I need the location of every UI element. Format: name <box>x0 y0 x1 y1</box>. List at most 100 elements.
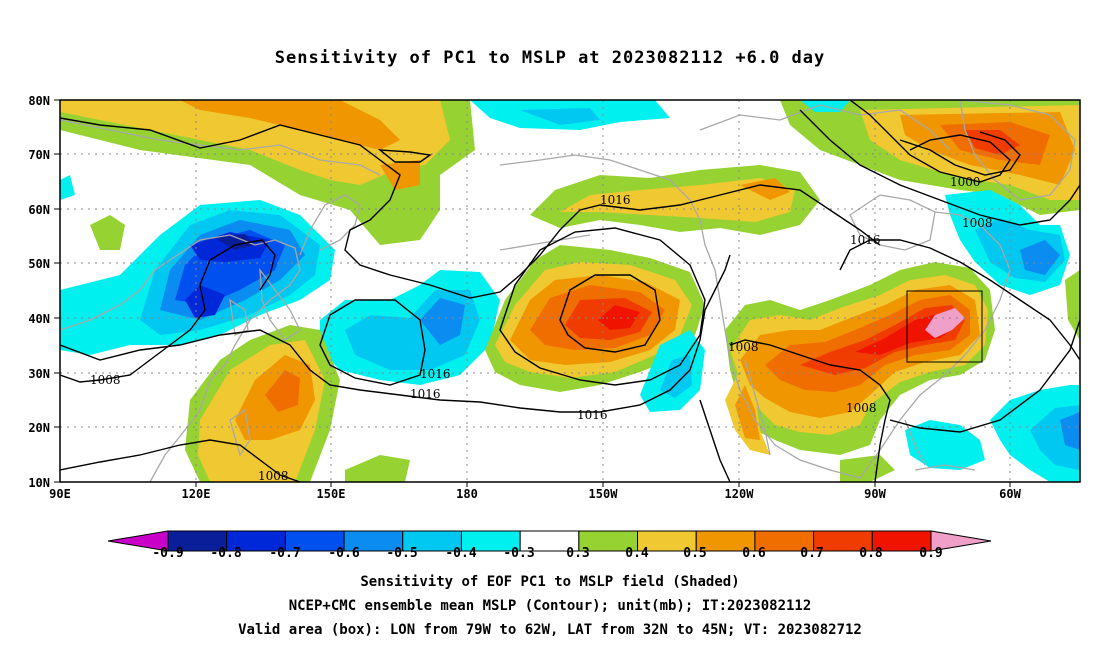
lon-label: 90W <box>864 487 886 501</box>
colorbar-label: 0.9 <box>919 546 942 561</box>
colorbar-label: 0.7 <box>800 546 823 561</box>
contour-label: 1016 <box>600 193 631 207</box>
page-title: Sensitivity of PC1 to MSLP at 2023082112… <box>274 48 826 68</box>
lat-label: 60N <box>28 203 50 217</box>
shade-wpac-red <box>265 370 300 412</box>
shade-nepac-red3 <box>598 305 640 330</box>
colorbar-label: -0.9 <box>152 546 183 561</box>
contour-label: 1000 <box>950 175 981 189</box>
colorbar-label: 0.8 <box>859 546 883 561</box>
coast-alaska <box>499 154 726 331</box>
contour-label: 1016 <box>577 408 608 422</box>
colorbar-label: -0.8 <box>210 546 241 561</box>
contour-1008-asia <box>60 239 276 383</box>
colorbar-label: -0.5 <box>386 546 417 561</box>
lon-label: 150E <box>317 487 346 501</box>
shade-w-green <box>90 215 125 250</box>
colorbar-label: -0.7 <box>269 546 300 561</box>
contour-label: 1008 <box>90 373 121 387</box>
map-frame <box>59 99 1081 483</box>
contour-na-south <box>699 399 731 482</box>
colorbar-label: 0.3 <box>566 546 589 561</box>
contour-label: 1008 <box>258 469 289 483</box>
shade-canada-yellow <box>560 178 795 222</box>
coast-asia-east <box>60 234 301 482</box>
shade-asia-navy <box>215 234 255 250</box>
grid-lines <box>60 100 1080 482</box>
lat-label: 70N <box>28 148 50 162</box>
coast-asia-north <box>60 119 381 176</box>
contour-greenland-low <box>849 100 1011 183</box>
contour-label: 1008 <box>846 401 877 415</box>
lon-label: 150W <box>589 487 619 501</box>
lon-label: 120E <box>182 487 211 501</box>
coast-korea <box>229 298 249 336</box>
contour-1016-south <box>60 254 731 413</box>
lat-label: 10N <box>28 476 50 490</box>
lat-ticks <box>54 99 60 483</box>
colorbar-label: -0.6 <box>328 546 359 561</box>
lat-labels: 80N 70N 60N 50N 40N 30N 20N 10N <box>28 94 50 490</box>
colorbar-boxes <box>167 530 932 552</box>
shade-atl-mid <box>1060 412 1080 450</box>
sensitivity-shading <box>60 100 1080 482</box>
coast-arctic-canada <box>699 104 951 151</box>
contour-1016-na <box>839 239 1080 361</box>
contour-label: 1016 <box>850 233 881 247</box>
shade-wpac-green2 <box>345 455 410 482</box>
contour-1016-eastcell <box>319 299 426 386</box>
lon-label: 180 <box>456 487 478 501</box>
colorbar-labels: -0.9 -0.8 -0.7 -0.6 -0.5 -0.4 -0.3 0.3 0… <box>152 546 942 561</box>
shade-asia-blue3 <box>185 285 225 318</box>
contour-label: 1008 <box>728 340 759 354</box>
shade-na-pink <box>925 308 965 338</box>
contour-1000 <box>899 131 1021 176</box>
shade-w-cyan <box>60 175 75 200</box>
colorbar-label: 0.6 <box>742 546 766 561</box>
shade-carib-cyan <box>905 420 985 470</box>
colorbar-label: -0.4 <box>445 546 476 561</box>
coast-aleutians <box>499 234 591 251</box>
lon-label: 60W <box>999 487 1021 501</box>
coast-caribbean <box>914 464 976 471</box>
footer-line-contour: NCEP+CMC ensemble mean MSLP (Contour); u… <box>288 598 812 614</box>
contour-label: 1016 <box>420 367 451 381</box>
lat-label: 80N <box>28 94 50 108</box>
lat-label: 20N <box>28 421 50 435</box>
shade-top-cyan-2 <box>520 108 600 125</box>
contour-1008-na <box>729 339 891 482</box>
contour-1016-west <box>60 117 881 299</box>
colorbar-right-triangle <box>930 530 992 552</box>
footer-line-shading: Sensitivity of EOF PC1 to MSLP field (Sh… <box>360 574 740 590</box>
contour-1008-ne <box>799 109 1080 226</box>
colorbar-label: 0.4 <box>625 546 649 561</box>
lat-label: 50N <box>28 257 50 271</box>
lon-ticks <box>195 482 1011 487</box>
coast-hudson <box>849 194 936 251</box>
lat-label: 40N <box>28 312 50 326</box>
colorbar-label: 0.5 <box>683 546 706 561</box>
shade-nepac-sky <box>660 355 692 398</box>
coast-florida <box>904 419 926 466</box>
coast-na-east <box>859 211 1011 479</box>
lon-label: 90E <box>49 487 71 501</box>
coast-baja <box>744 359 771 456</box>
contour-1008-wpac <box>60 439 301 482</box>
coastlines <box>60 100 1076 482</box>
shade-pac-mid <box>420 298 465 345</box>
shade-arctic-orange <box>180 100 400 150</box>
shade-e-green <box>1065 270 1080 340</box>
shade-canada-orange <box>740 178 790 200</box>
contour-arctic-cell <box>377 149 432 163</box>
colorbar: -0.9 -0.8 -0.7 -0.6 -0.5 -0.4 -0.3 0.3 0… <box>107 530 992 561</box>
colorbar-label: -0.3 <box>503 546 534 561</box>
shade-baja-orange <box>735 385 760 440</box>
shade-labrador-mid <box>1020 240 1060 275</box>
lon-labels: 90E 120E 150E 180 150W 120W 90W 60W <box>49 487 1021 501</box>
coast-philippines <box>229 408 251 457</box>
coast-japan <box>259 267 301 341</box>
lon-label: 120W <box>725 487 755 501</box>
contour-labels: 1000 1008 1016 1016 1016 1016 1016 1008 … <box>90 175 993 483</box>
mslp-contours <box>60 100 1080 482</box>
